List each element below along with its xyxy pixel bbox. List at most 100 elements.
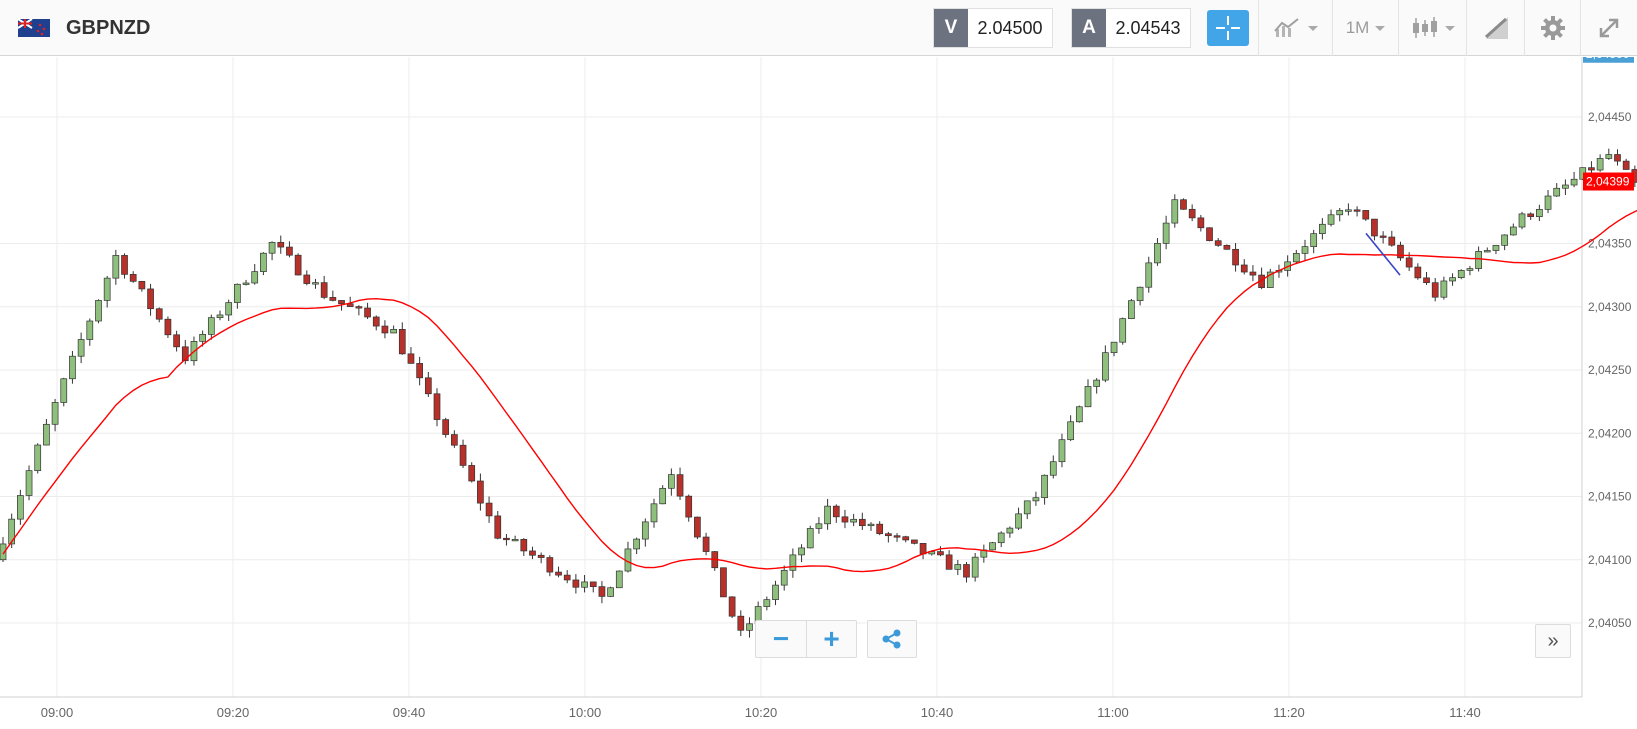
candle-body xyxy=(1518,213,1526,228)
candle-body xyxy=(173,334,180,348)
candle-body xyxy=(416,363,423,379)
x-tick-label: 11:00 xyxy=(1097,705,1129,720)
candle-body xyxy=(1614,154,1621,162)
candle-body xyxy=(1006,527,1014,534)
timeframe-label: 1M xyxy=(1345,18,1370,37)
share-icon xyxy=(882,629,901,649)
candle-body xyxy=(225,302,233,316)
x-tick-label: 09:40 xyxy=(393,705,426,720)
candle-body xyxy=(51,402,59,425)
candle-body xyxy=(129,274,137,282)
candle-body xyxy=(598,586,606,597)
candle-body xyxy=(876,523,884,535)
candle-body xyxy=(659,487,667,505)
candle-body xyxy=(902,536,910,541)
candle-body xyxy=(181,346,189,362)
buy-price-button[interactable]: A 2.04543 xyxy=(1071,8,1191,48)
last-price-label: 2,04500 xyxy=(1586,57,1630,61)
candle-body xyxy=(997,532,1005,544)
candle-body xyxy=(1041,474,1048,499)
y-tick-label: 2,04200 xyxy=(1588,426,1632,440)
moving-average-label: 2,04399 xyxy=(1586,175,1630,189)
candle-body xyxy=(1570,178,1578,186)
candle-body xyxy=(303,274,311,284)
candle-body xyxy=(650,503,658,523)
candle-body xyxy=(138,280,146,290)
symbol-name: GBPNZD xyxy=(66,16,151,39)
candle-body xyxy=(806,528,814,549)
candle-body xyxy=(685,495,693,518)
candlestick-chart[interactable]: 09:00 09:20 09:40 10:00 10:20 10:40 11:00 11:20… xyxy=(0,57,1637,729)
candle-body xyxy=(615,570,623,589)
candle-body xyxy=(1180,199,1187,210)
candle-body xyxy=(1292,253,1300,263)
candle-body xyxy=(1110,341,1118,354)
candle-body xyxy=(355,306,363,309)
price-chart[interactable]: 09:00 09:20 09:40 10:00 10:20 10:40 11:00 11:20… xyxy=(0,57,1637,729)
candle-body xyxy=(294,254,302,276)
candle-body xyxy=(1136,286,1144,302)
scroll-to-latest-button[interactable]: » xyxy=(1535,624,1571,658)
zoom-in-button[interactable]: + xyxy=(806,621,856,657)
candle-body xyxy=(867,523,875,527)
y-tick-label: 2,04050 xyxy=(1588,616,1632,630)
x-tick-label: 09:00 xyxy=(41,705,74,720)
candle-body xyxy=(694,516,701,538)
buy-price: 2.04543 xyxy=(1115,17,1181,38)
fullscreen-button[interactable] xyxy=(1580,0,1637,56)
candle-body xyxy=(1379,235,1387,238)
candle-body xyxy=(1119,318,1127,343)
candle-body xyxy=(1405,257,1413,268)
share-button[interactable] xyxy=(867,620,917,658)
crosshair-button[interactable] xyxy=(1207,10,1249,46)
candle-body xyxy=(1015,513,1022,529)
candle-body xyxy=(312,282,319,285)
candle-body xyxy=(494,515,502,539)
chart-type-button[interactable] xyxy=(1398,0,1466,56)
candle-body xyxy=(1509,226,1517,236)
candle-body xyxy=(268,241,276,254)
y-tick-label: 2,04450 xyxy=(1588,110,1632,124)
candle-body xyxy=(234,283,241,303)
candle-body xyxy=(1154,243,1161,264)
candle-body xyxy=(850,518,857,523)
candle-body xyxy=(1197,217,1205,229)
candle-body xyxy=(1240,264,1248,273)
candle-body xyxy=(398,328,406,355)
zoom-out-button[interactable]: − xyxy=(772,623,790,654)
candle-body xyxy=(746,623,753,631)
drawing-tools-button[interactable] xyxy=(1466,0,1524,56)
candle-body xyxy=(459,444,467,466)
candle-body xyxy=(572,579,580,588)
candle-body xyxy=(1084,386,1092,408)
candle-body xyxy=(433,393,441,420)
sell-price-button[interactable]: V 2.04500 xyxy=(933,8,1053,48)
candle-body xyxy=(1492,244,1500,251)
candle-body xyxy=(1475,251,1482,269)
candle-body xyxy=(1249,271,1257,276)
gear-icon xyxy=(1540,16,1565,40)
candle-body xyxy=(86,320,94,340)
candle-body xyxy=(841,516,849,523)
candle-body xyxy=(477,480,484,504)
candle-body xyxy=(537,554,545,558)
candle-body xyxy=(1266,271,1274,288)
candle-body xyxy=(1336,210,1344,216)
candle-body xyxy=(155,308,163,320)
indicators-button[interactable] xyxy=(1258,0,1332,56)
y-tick-label: 2,04150 xyxy=(1588,490,1632,504)
candle-body xyxy=(589,581,597,587)
candle-body xyxy=(737,615,745,631)
candle-body xyxy=(1449,277,1456,282)
candle-body xyxy=(633,538,640,550)
candle-body xyxy=(8,518,16,545)
candle-body xyxy=(34,444,42,472)
settings-button[interactable] xyxy=(1524,0,1580,56)
candle-body xyxy=(1544,195,1552,210)
timeframe-selector[interactable]: 1M xyxy=(1332,0,1398,56)
candle-body xyxy=(207,317,215,335)
candle-body xyxy=(1536,208,1543,218)
candle-body xyxy=(95,300,102,322)
candle-body xyxy=(69,355,76,380)
candle-body xyxy=(668,474,675,489)
